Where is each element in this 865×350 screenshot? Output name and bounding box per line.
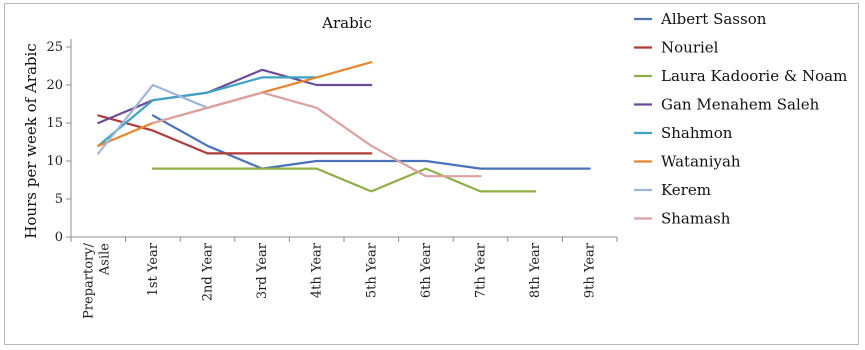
- x-tick-label: 8th Year: [528, 242, 543, 298]
- svg-text:Prepartory/Asile: Prepartory/Asile: [81, 242, 112, 319]
- series-line-gan-menahem-saleh: [97, 68, 373, 125]
- chart-frame: [4, 3, 859, 345]
- svg-text:7th Year: 7th Year: [474, 242, 489, 298]
- y-tick-label: 15: [46, 116, 63, 131]
- series-line-shahmon: [97, 76, 318, 147]
- series-line-shamash: [151, 91, 482, 178]
- svg-text:3rd Year: 3rd Year: [255, 242, 270, 299]
- legend-label: Kerem: [661, 181, 711, 199]
- svg-text:9th Year: 9th Year: [583, 242, 598, 298]
- y-axis-title: Hours per week of Arabic: [22, 43, 40, 238]
- series-lines: [97, 61, 591, 193]
- legend-label: Albert Sasson: [660, 10, 767, 28]
- axes: [66, 39, 618, 242]
- legend-label: Shamash: [661, 210, 731, 228]
- legend: Albert Sasson Nouriel Laura Kadoorie & Noa…: [634, 10, 847, 228]
- x-tick-label: 6th Year: [419, 242, 434, 298]
- legend-label: Wataniyah: [661, 153, 741, 171]
- x-tick-label: 3rd Year: [255, 242, 270, 299]
- series-line-laura-kadoorie-noam: [151, 167, 537, 193]
- legend-label: Shahmon: [661, 124, 733, 142]
- x-tick-label: 5th Year: [364, 242, 379, 298]
- series-line-albert-sasson: [151, 114, 591, 170]
- svg-text:2nd Year: 2nd Year: [201, 242, 216, 301]
- svg-text:4th Year: 4th Year: [310, 242, 325, 298]
- x-tick-label: 7th Year: [474, 242, 489, 298]
- svg-text:8th Year: 8th Year: [528, 242, 543, 298]
- svg-text:6th Year: 6th Year: [419, 242, 434, 298]
- y-tick-label: 0: [55, 230, 63, 245]
- y-tick-label: 5: [55, 192, 63, 207]
- x-tick-label: 9th Year: [583, 242, 598, 298]
- x-tick-label: 4th Year: [310, 242, 325, 298]
- legend-label: Nouriel: [661, 39, 719, 57]
- legend-label: Laura Kadoorie & Noam: [661, 67, 847, 85]
- legend-label: Gan Menahem Saleh: [661, 96, 820, 114]
- chart-title: Arabic: [321, 14, 372, 32]
- x-tick-label: 1st Year: [146, 242, 161, 296]
- y-tick-label: 20: [46, 78, 63, 93]
- series-line-wataniyah: [97, 61, 373, 147]
- x-tick-label: Prepartory/Asile: [81, 242, 112, 319]
- x-tick-labels: Prepartory/Asile 1st Year 2nd Year 3rd Year…: [81, 242, 597, 319]
- svg-text:5th Year: 5th Year: [364, 242, 379, 298]
- x-tick-label: 2nd Year: [201, 242, 216, 301]
- y-tick-label: 25: [46, 40, 63, 55]
- y-tick-label: 10: [46, 154, 63, 169]
- svg-text:1st Year: 1st Year: [146, 242, 161, 296]
- y-tick-labels: 0 5 10 15 20 25: [46, 40, 63, 245]
- series-line-nouriel: [97, 114, 373, 155]
- series-line-kerem: [97, 83, 209, 155]
